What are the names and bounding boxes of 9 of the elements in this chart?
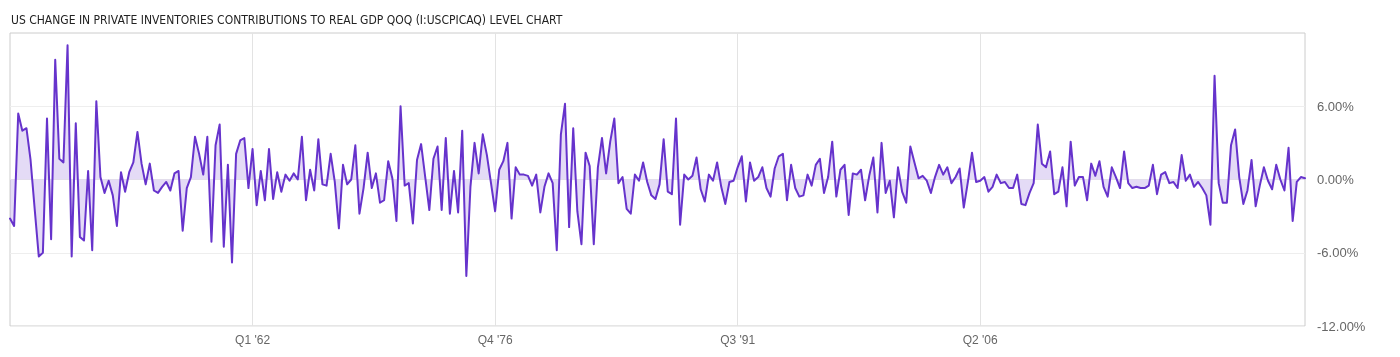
- y-tick-label: 6.00%: [1317, 98, 1355, 114]
- x-tick-label: Q4 '76: [477, 333, 513, 347]
- y-tick-label: -6.00%: [1317, 245, 1359, 261]
- x-tick-label: Q2 '06: [962, 333, 999, 347]
- y-tick-label: 0.00%: [1317, 172, 1355, 187]
- y-tick-label: -12.00%: [1317, 318, 1366, 334]
- x-tick-label: Q3 '91: [720, 333, 756, 347]
- x-tick-label: Q1 '62: [235, 333, 271, 347]
- chart-title: US CHANGE IN PRIVATE INVENTORIES CONTRIBUTIONS TO REAL GDP QOQ (I:USCPICAQ) LEVEL CHART: [11, 13, 563, 27]
